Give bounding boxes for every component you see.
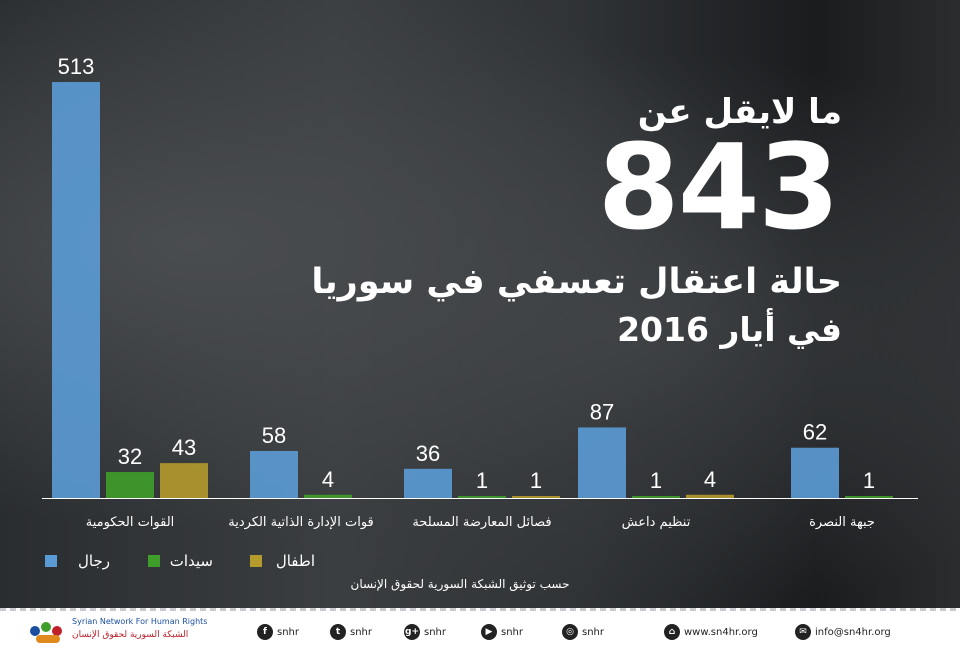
google-plus-icon: g+	[404, 624, 420, 640]
social-link-4[interactable]: ▶ snhr	[481, 623, 523, 641]
data-label-2-1: 58	[262, 423, 286, 448]
footer-divider	[0, 608, 960, 611]
bar-3-3	[512, 496, 560, 498]
social-link-label: www.sn4hr.org	[684, 626, 758, 638]
data-label-2-2: 4	[322, 467, 334, 492]
data-label-4-2: 1	[650, 468, 662, 493]
social-link-label: snhr	[582, 626, 604, 638]
data-label-3-3: 1	[530, 468, 542, 493]
legend-label-3: اطفال	[276, 552, 315, 570]
email-icon: ✉	[795, 624, 811, 640]
prison-corridor-background	[0, 0, 960, 608]
data-label-1-2: 32	[118, 444, 142, 469]
category-label-5: جبهة النصرة	[809, 515, 875, 530]
headline-number: 843	[597, 118, 840, 256]
social-link-6[interactable]: ⌂ www.sn4hr.org	[664, 623, 758, 641]
social-link-label: snhr	[501, 626, 523, 638]
headline-subject: حالة اعتقال تعسفي في سوريا	[311, 262, 842, 302]
home-icon: ⌂	[664, 624, 680, 640]
bar-1-1	[52, 82, 100, 498]
category-label-1: القوات الحكومية	[86, 515, 175, 530]
social-link-label: info@sn4hr.org	[815, 626, 891, 638]
social-link-2[interactable]: t snhr	[330, 623, 372, 641]
legend-label-2: سيدات	[170, 552, 213, 570]
social-link-5[interactable]: ◎ snhr	[562, 623, 604, 641]
twitter-icon: t	[330, 624, 346, 640]
category-label-4: تنظيم داعش	[622, 515, 691, 530]
logo-text-english: Syrian Network For Human Rights	[72, 617, 208, 626]
social-link-1[interactable]: f snhr	[257, 623, 299, 641]
bar-3-2	[458, 496, 506, 498]
facebook-icon: f	[257, 624, 273, 640]
data-label-4-3: 4	[704, 467, 716, 492]
social-link-3[interactable]: g+ snhr	[404, 623, 446, 641]
social-link-label: snhr	[350, 626, 372, 638]
instagram-icon: ◎	[562, 624, 578, 640]
data-label-1-3: 43	[172, 435, 196, 460]
bar-4-1	[578, 427, 626, 498]
legend-swatch-1	[45, 555, 57, 567]
bar-1-2	[106, 472, 154, 498]
category-label-3: فصائل المعارضة المسلحة	[412, 515, 551, 530]
data-label-3-1: 36	[416, 441, 440, 466]
headline-period: في أيار 2016	[617, 310, 842, 349]
source-note: حسب توثيق الشبكة السورية لحقوق الإنسان	[350, 577, 570, 591]
snhr-logo[interactable]: Syrian Network For Human Rights الشبكة ا…	[28, 614, 228, 648]
bar-4-2	[632, 496, 680, 498]
social-link-label: snhr	[277, 626, 299, 638]
logo-dot-blue	[30, 626, 40, 636]
data-label-5-1: 62	[803, 420, 827, 445]
data-label-5-2: 1	[863, 468, 875, 493]
data-label-3-2: 1	[476, 468, 488, 493]
logo-dot-red	[52, 626, 62, 636]
social-link-7[interactable]: ✉ info@sn4hr.org	[795, 623, 891, 641]
legend-swatch-3	[250, 555, 262, 567]
youtube-icon: ▶	[481, 624, 497, 640]
bar-5-2	[845, 496, 893, 498]
legend-swatch-2	[148, 555, 160, 567]
logo-dot-green	[41, 622, 51, 632]
social-link-label: snhr	[424, 626, 446, 638]
bar-4-3	[686, 494, 734, 498]
bar-3-1	[404, 468, 452, 498]
category-label-2: قوات الإدارة الذاتية الكردية	[228, 515, 374, 530]
data-label-4-1: 87	[590, 399, 614, 424]
bar-2-2	[304, 494, 352, 498]
headline-prefix: ما لايقل عن	[637, 92, 842, 132]
logo-text-arabic: الشبكة السورية لحقوق الإنسان	[72, 630, 189, 640]
bar-5-1	[791, 447, 839, 498]
legend-label-1: رجال	[78, 552, 110, 570]
data-label-1-1: 513	[58, 54, 95, 79]
bar-chart: 513 32 43 القوات الحكومية 58 4 قوات الإدارة ال…	[42, 54, 918, 570]
bar-2-1	[250, 450, 298, 498]
bar-1-3	[160, 463, 208, 498]
logo-base	[36, 635, 60, 643]
